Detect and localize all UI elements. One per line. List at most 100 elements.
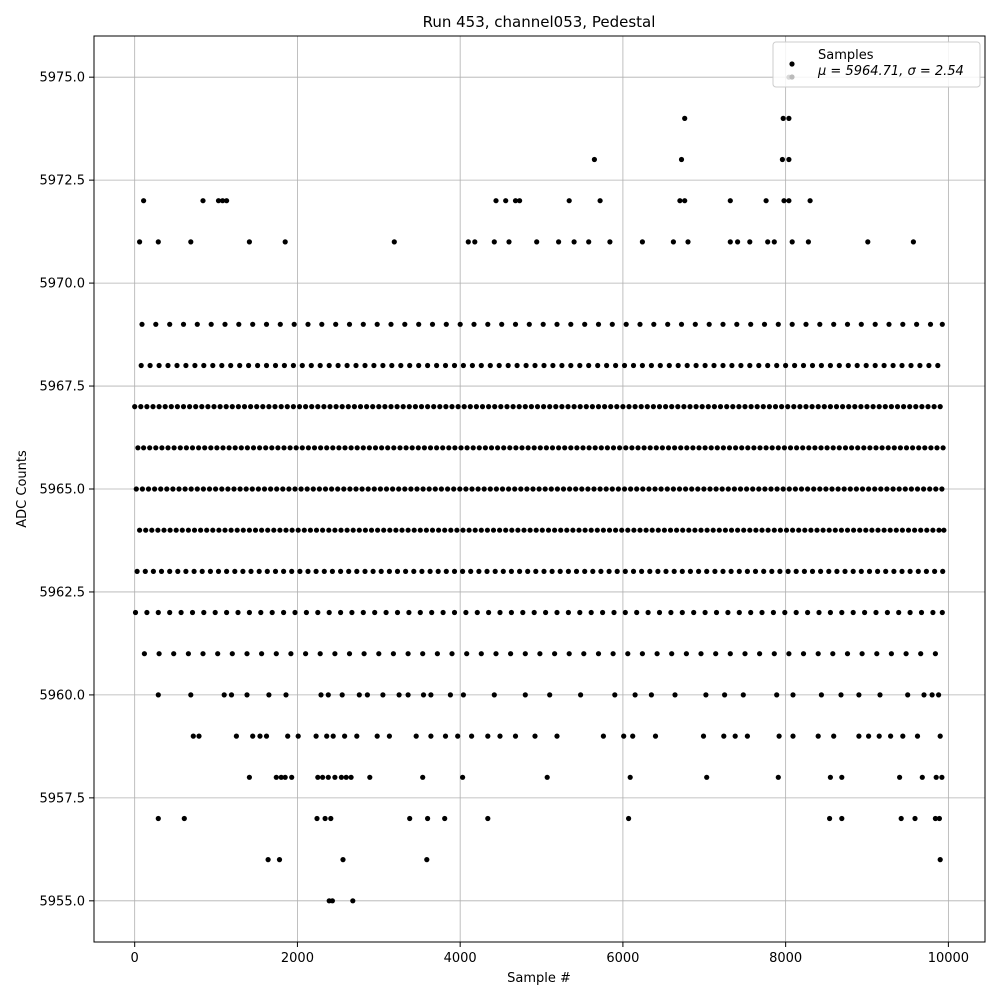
data-point xyxy=(469,733,475,739)
data-point xyxy=(824,445,830,451)
data-point xyxy=(501,445,507,451)
data-point xyxy=(932,815,939,822)
data-point xyxy=(221,692,227,698)
data-point xyxy=(570,527,576,533)
data-point xyxy=(639,239,646,245)
data-point xyxy=(704,568,710,575)
data-point xyxy=(789,239,795,245)
data-point xyxy=(479,404,486,410)
data-point xyxy=(726,445,733,451)
data-point xyxy=(669,651,675,657)
data-point xyxy=(735,527,741,533)
data-point xyxy=(827,815,833,822)
data-point xyxy=(362,362,368,369)
data-point xyxy=(246,609,252,616)
y-axis-label: ADC Counts xyxy=(15,450,30,528)
data-point xyxy=(208,445,214,451)
data-point xyxy=(792,486,799,492)
data-point xyxy=(353,362,359,369)
data-point xyxy=(215,568,222,575)
data-point xyxy=(711,404,718,410)
data-point xyxy=(867,445,873,451)
data-point xyxy=(547,692,553,698)
data-point xyxy=(282,774,288,780)
data-point xyxy=(458,445,464,451)
data-point xyxy=(625,651,631,657)
data-point xyxy=(133,486,139,492)
data-point xyxy=(235,609,241,616)
data-point xyxy=(377,486,383,492)
data-point xyxy=(854,362,860,369)
data-point xyxy=(383,486,390,492)
data-point xyxy=(405,692,411,698)
data-point xyxy=(780,115,786,121)
data-point xyxy=(768,486,774,492)
data-point xyxy=(771,651,777,657)
data-point xyxy=(343,774,349,780)
data-point xyxy=(527,527,533,533)
data-point xyxy=(470,445,476,451)
data-point xyxy=(884,486,890,492)
data-point xyxy=(451,362,458,369)
data-point xyxy=(687,568,694,575)
data-point xyxy=(517,198,523,204)
data-point xyxy=(733,445,739,451)
data-point xyxy=(434,445,440,451)
data-point xyxy=(506,486,512,492)
data-point xyxy=(859,651,865,657)
data-point xyxy=(690,445,696,451)
data-point xyxy=(219,362,225,369)
data-point xyxy=(853,486,860,492)
data-point xyxy=(313,568,319,575)
data-point xyxy=(394,609,401,616)
data-point xyxy=(800,445,806,451)
data-point xyxy=(325,692,331,698)
data-point xyxy=(147,445,153,451)
data-point xyxy=(692,321,698,327)
data-point xyxy=(315,609,321,616)
data-point xyxy=(931,404,937,410)
data-point xyxy=(259,651,265,657)
data-point xyxy=(921,692,927,698)
data-point xyxy=(416,321,422,327)
data-point xyxy=(732,733,738,739)
y-tick-label: 5962.5 xyxy=(40,585,86,600)
data-point xyxy=(704,774,710,780)
data-point xyxy=(614,568,620,575)
data-point xyxy=(132,609,139,616)
data-point xyxy=(791,404,797,410)
data-point xyxy=(375,527,381,533)
data-point xyxy=(571,239,577,245)
data-point xyxy=(827,609,834,616)
data-point xyxy=(215,198,222,204)
data-point xyxy=(491,239,497,245)
data-point xyxy=(263,362,270,369)
data-point xyxy=(803,321,809,327)
data-point xyxy=(420,692,427,698)
data-point xyxy=(654,651,660,657)
data-point xyxy=(652,733,659,739)
data-point xyxy=(281,362,287,369)
data-point xyxy=(499,486,506,492)
data-point xyxy=(554,609,560,616)
data-point xyxy=(520,609,526,616)
data-point xyxy=(735,239,741,245)
data-point xyxy=(634,609,640,616)
data-point xyxy=(313,527,320,533)
data-point xyxy=(283,692,289,698)
data-point xyxy=(177,445,183,451)
data-point xyxy=(161,527,167,533)
data-point xyxy=(379,445,385,451)
data-point xyxy=(637,321,643,327)
data-point xyxy=(463,486,469,492)
data-point xyxy=(918,527,924,533)
data-point xyxy=(250,321,256,327)
data-point xyxy=(586,239,592,245)
data-point xyxy=(568,321,574,327)
data-point xyxy=(518,486,524,492)
data-point xyxy=(504,404,510,410)
data-point xyxy=(309,404,315,410)
data-point xyxy=(542,486,548,492)
data-point xyxy=(598,568,604,575)
data-point xyxy=(750,486,756,492)
